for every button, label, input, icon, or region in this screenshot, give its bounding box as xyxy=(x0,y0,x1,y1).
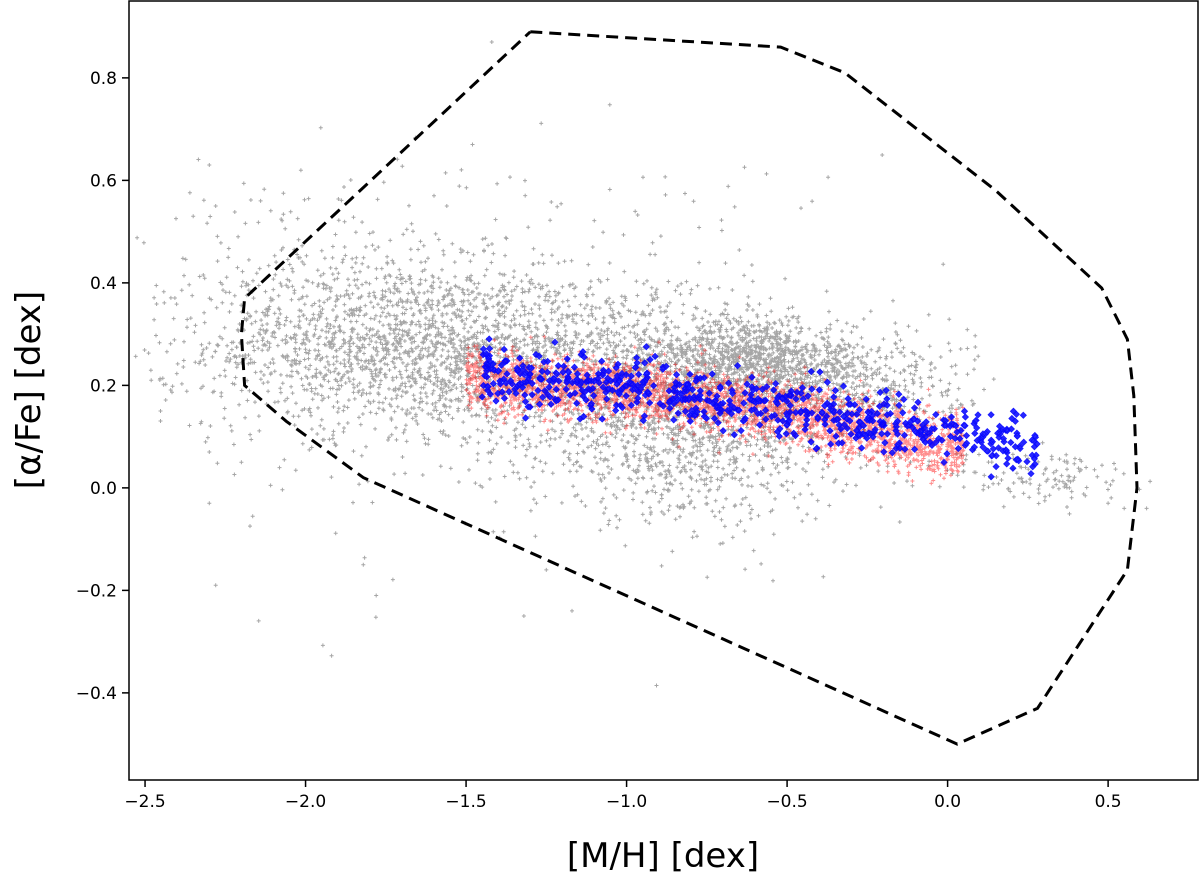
x-tick-label: 0.5 xyxy=(1095,792,1122,812)
x-axis-title: [M/H] [dex] xyxy=(567,836,759,876)
y-axis: −0.4 −0.2 0.0 0.2 0.4 0.6 0.8 xyxy=(76,69,129,704)
x-tick-label: −2.5 xyxy=(124,792,165,812)
x-tick-label: 0.0 xyxy=(934,792,961,812)
x-axis: −2.5 −2.0 −1.5 −1.0 −0.5 0.0 0.5 xyxy=(124,780,1122,812)
y-tick-label: 0.2 xyxy=(90,376,117,396)
x-tick-label: −2.0 xyxy=(285,792,326,812)
y-axis-title: [α/Fe] [dex] xyxy=(9,291,49,489)
y-tick-label: 0.4 xyxy=(90,274,117,294)
y-tick-label: 0.8 xyxy=(90,69,117,89)
x-tick-label: −1.0 xyxy=(606,792,647,812)
x-tick-label: −1.5 xyxy=(445,792,486,812)
x-tick-label: −0.5 xyxy=(766,792,807,812)
boundary-polygon xyxy=(239,30,1139,746)
y-tick-label: −0.4 xyxy=(76,684,117,704)
plot-frame xyxy=(128,0,1199,781)
y-tick-label: 0.0 xyxy=(90,479,117,499)
y-tick-label: 0.6 xyxy=(90,171,117,191)
points-layer xyxy=(133,40,1153,688)
y-tick-label: −0.2 xyxy=(76,581,117,601)
series-3-points xyxy=(478,335,1041,481)
